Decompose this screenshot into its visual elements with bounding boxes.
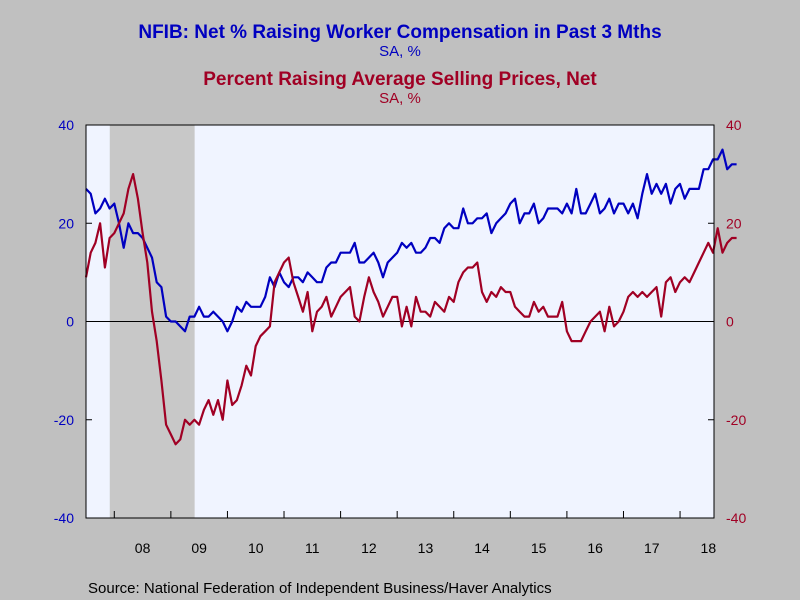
x-tick-label: 14 — [474, 540, 490, 556]
x-tick-label: 16 — [587, 540, 603, 556]
series-line-2 — [84, 173, 737, 446]
y-right-tick-label: 20 — [726, 215, 742, 231]
x-tick-label: 12 — [361, 540, 377, 556]
x-tick-label: 11 — [305, 540, 320, 556]
x-tick-label: 17 — [644, 540, 660, 556]
y-left-tick-label: -20 — [54, 412, 74, 428]
y-right-tick-label: 0 — [726, 314, 734, 330]
y-left-tick-label: -40 — [54, 510, 74, 526]
x-tick-label: 09 — [191, 540, 207, 556]
title-line-4: SA, % — [379, 90, 421, 107]
y-left-tick-label: 0 — [66, 314, 74, 330]
series-line-1 — [85, 148, 737, 333]
x-tick-label: 18 — [701, 540, 717, 556]
source-note: Source: National Federation of Independe… — [88, 580, 552, 597]
title-line-3: Percent Raising Average Selling Prices, … — [203, 69, 597, 90]
x-tick-label: 08 — [135, 540, 151, 556]
series-group — [84, 148, 737, 446]
title-line-1: NFIB: Net % Raising Worker Compensation … — [138, 22, 661, 43]
y-right-tick-label: -40 — [726, 510, 746, 526]
axes: 40 20 0 -20 -40 40 20 0 -20 -40 08 09 10 11 12 13 14 15 16… — [54, 117, 747, 556]
x-tick-label: 15 — [531, 540, 547, 556]
y-left-tick-label: 20 — [58, 215, 74, 231]
y-left-tick-label: 40 — [58, 117, 74, 133]
x-tick-label: 10 — [248, 540, 264, 556]
y-right-tick-label: 40 — [726, 117, 742, 133]
title-line-2: SA, % — [379, 43, 421, 60]
chart-titles: NFIB: Net % Raising Worker Compensation … — [138, 22, 661, 107]
x-tick-label: 13 — [418, 540, 434, 556]
y-right-tick-label: -20 — [726, 412, 746, 428]
